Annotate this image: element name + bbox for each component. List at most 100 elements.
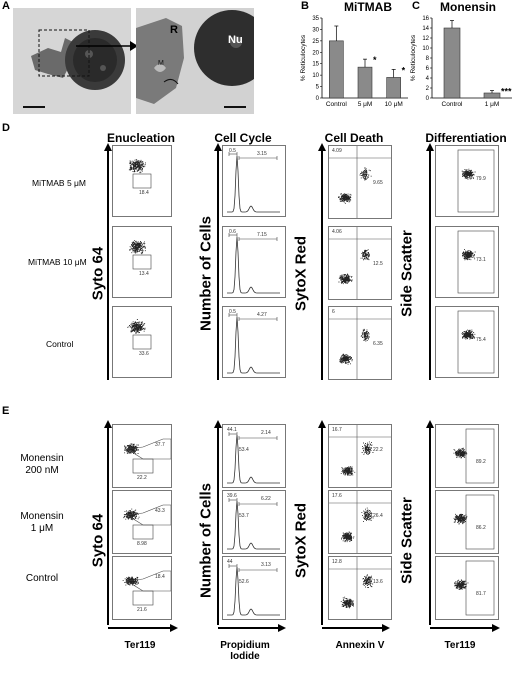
e-row-label-1b: 200 nM — [25, 465, 59, 476]
panel-letter-a: A — [2, 0, 10, 12]
scatter-cloud — [340, 596, 354, 609]
e-cc-value-b-0: 2.14 — [261, 430, 271, 436]
scatter-cloud — [339, 353, 353, 365]
e-cellcycle-plot-0-svg — [227, 432, 280, 484]
e-histogram-1 — [227, 500, 280, 550]
e-diff-plot-2: 81.7 — [435, 556, 499, 620]
d-celldeath-plot-0-svg — [329, 146, 391, 218]
d-diff-plot-1-svg — [457, 230, 495, 294]
d-diff-value-2: 75.4 — [476, 337, 486, 343]
e-row-label-2b: 1 μM — [30, 523, 54, 534]
d-y-arrow-0-head — [104, 143, 112, 151]
chart-b-ylabel: % Reticulocytes — [300, 34, 307, 81]
em-image-zoom: R Nu M — [136, 8, 270, 114]
e-cd-value-a-1: 17.6 — [332, 493, 342, 499]
em-label-m: M — [158, 60, 164, 67]
chart-c-ytick-label-4: 8 — [426, 56, 430, 62]
d-cd-value-b-1: 12.5 — [373, 261, 383, 267]
d-diff-gate-0 — [457, 149, 495, 213]
col-head-enucleation: Enucleation — [106, 131, 175, 145]
e-row-label-1a: Monensin — [20, 453, 64, 464]
chart-c-xtick-label-1: 1 μM — [485, 101, 500, 108]
chart-b-sig-1: * — [373, 55, 377, 65]
d-diff-plot-0-svg — [457, 149, 495, 213]
d-enucleation-plot-2-svg — [127, 319, 152, 350]
e-cd-value-b-2: 13.6 — [373, 579, 383, 585]
chart-b: 0 5 10 15 20 25 30 35 % Reticulocytes Control 5 μM… — [300, 16, 408, 108]
d-cellcycle-plot-2-svg — [227, 313, 280, 374]
e-enuc-gate-b-1 — [132, 524, 154, 540]
panel-letter-d: D — [2, 122, 10, 134]
e-diff-gate-0 — [465, 428, 495, 484]
e-row-label-3: Control — [25, 573, 59, 584]
e-enuc-value-a-2: 18.4 — [155, 574, 165, 580]
d-enuc-value-1: 13.4 — [139, 271, 149, 277]
chart-b-sig-2: * — [402, 65, 406, 75]
d-row-label-1: MiTMAB 5 μM — [32, 178, 87, 188]
scatter-cloud — [361, 507, 374, 522]
scatter-cloud — [338, 273, 353, 285]
e-celldeath-plot-2-svg — [329, 557, 391, 619]
e-cc-value-a-0: 44.1 — [227, 427, 237, 433]
d-cellcycle-plot-2: 0.5 4.27 — [222, 306, 286, 378]
e-cd-value-a-2: 12.8 — [332, 559, 342, 565]
col-head-cell-cycle: Cell Cycle — [214, 131, 272, 145]
e-cd-value-b-0: 22.2 — [373, 447, 383, 453]
scatter-cloud — [461, 329, 476, 340]
chart-c-ytick-label-6: 12 — [422, 36, 429, 42]
chart-b-ytick-label-0: 0 — [316, 96, 320, 102]
scatter-cloud — [124, 443, 139, 455]
d-cc-value-b-1: 7.15 — [257, 232, 267, 238]
d-enucleation-plot-0: 18.4 — [112, 145, 172, 217]
e-y-arrow-0-head — [104, 420, 112, 428]
e-histogram-2 — [227, 566, 280, 616]
e-celldeath-plot-1: 17.6 26.4 — [328, 490, 392, 554]
chart-c-ytick-label-1: 2 — [426, 86, 430, 92]
d-cellcycle-plot-1-svg — [227, 233, 280, 294]
e-cd-value-a-0: 16.7 — [332, 427, 342, 433]
d-diff-plot-1: 73.1 — [435, 226, 499, 298]
d-enuc-value-2: 33.6 — [139, 351, 149, 357]
col-head-differentiation: Differentiation — [425, 131, 507, 145]
chart-c-xtick-label-0: Control — [442, 101, 464, 108]
e-diff-gate-1 — [465, 494, 495, 550]
d-enuc-gate-1 — [132, 254, 152, 270]
chart-c-ytick-label-0: 0 — [426, 96, 430, 102]
em-label-nu: Nu — [228, 34, 243, 46]
e-cc-value-a-2: 44 — [227, 559, 233, 565]
chart-b-ytick-label-6: 30 — [312, 27, 319, 33]
d-enucleation-plot-0-svg — [128, 159, 152, 189]
chart-b-ytick-label-3: 15 — [312, 62, 319, 68]
panel-letter-c: C — [412, 0, 420, 12]
e-diff-plot-1-svg — [453, 494, 495, 550]
chart-b-xtick-label-0: Control — [326, 101, 348, 108]
e-x-arrow-1-head — [278, 624, 286, 632]
chart-b-ytick-label-2: 10 — [312, 73, 319, 79]
e-diff-plot-0: 89.2 — [435, 424, 499, 488]
d-cc-value-a-0: 0.5 — [229, 148, 236, 154]
e-enucleation-plot-2: 18.4 21.6 — [112, 556, 172, 620]
d-diff-value-0: 79.9 — [476, 176, 486, 182]
d-cd-value-a-1: 4.06 — [332, 229, 342, 235]
e-row-label-2a: Monensin — [20, 511, 64, 522]
e-cc-value-b-2: 3.13 — [261, 562, 271, 568]
scatter-cloud — [462, 249, 476, 261]
e-enuc-value-a-1: 43.3 — [155, 508, 165, 514]
e-diff-plot-0-svg — [453, 428, 495, 484]
e-y-arrow-3-head — [426, 420, 434, 428]
d-enuc-gate-2 — [132, 334, 152, 350]
chart-c-sig-1: *** — [501, 87, 512, 97]
e-cellcycle-plot-2-svg — [227, 564, 280, 616]
d-enucleation-plot-1: 13.4 — [112, 226, 172, 298]
e-diff-plot-2-svg — [454, 560, 495, 616]
e-diff-value-0: 89.2 — [476, 459, 486, 465]
d-enuc-gate-0 — [132, 173, 152, 189]
e-cc-value-c-0: 53.4 — [239, 447, 249, 453]
e-cc-value-a-1: 39.6 — [227, 493, 237, 499]
chart-b-ytick-label-5: 25 — [312, 39, 319, 45]
d-diff-gate-1 — [457, 230, 495, 294]
e-xlabel-ter119-2: Ter119 — [444, 640, 476, 651]
scatter-cloud — [453, 513, 468, 525]
d-diff-plot-2-svg — [457, 310, 495, 374]
